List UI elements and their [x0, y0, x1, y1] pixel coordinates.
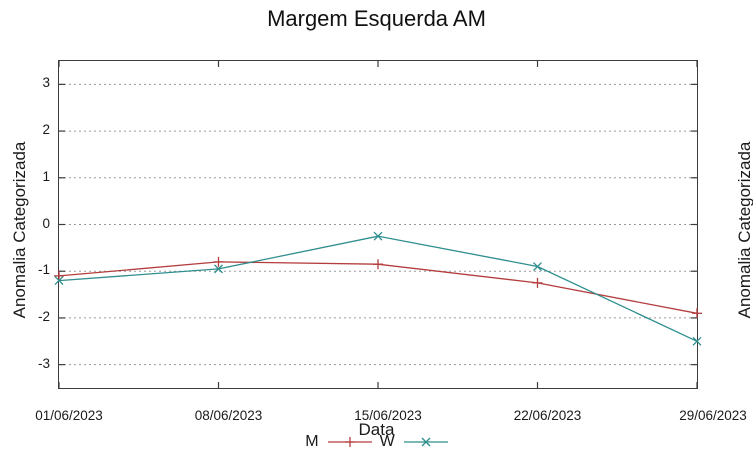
marker-plus — [532, 277, 543, 288]
y-tick-label: 3 — [42, 75, 50, 91]
x-tick-label: 29/06/2023 — [679, 408, 747, 423]
marker-plus — [692, 308, 702, 319]
marker-cross — [214, 264, 223, 274]
marker-cross — [54, 276, 64, 286]
y-tick-label: 0 — [42, 215, 50, 231]
marker-cross — [533, 262, 542, 272]
adjacent-plot-y-axis-label: Anomalia Categorizada — [735, 141, 753, 319]
marker-cross — [373, 231, 383, 241]
x-tick-label: 22/06/2023 — [513, 408, 582, 423]
plot-canvas — [54, 61, 702, 388]
x-tick-label: 08/06/2023 — [194, 408, 263, 423]
series-line-W — [58, 235, 698, 342]
marker-plus — [373, 259, 383, 270]
marker-plus — [54, 270, 64, 281]
plot-area — [54, 60, 702, 389]
x-tick-label: 01/06/2023 — [35, 408, 103, 423]
legend-sample — [327, 437, 372, 447]
x-axis-label: Data — [358, 420, 395, 439]
y-tick-label: 1 — [42, 168, 50, 184]
marker-plus — [213, 256, 224, 267]
y-tick-label: -2 — [37, 308, 50, 324]
series-line-M — [58, 261, 698, 314]
marker-cross — [692, 336, 702, 346]
y-tick-label: -1 — [37, 262, 50, 278]
legend-label: W — [379, 433, 395, 450]
y-tick-label: 2 — [42, 122, 50, 138]
legend-entry-W: W — [380, 434, 448, 450]
legend-label: M — [305, 433, 319, 450]
y-tick-label: -3 — [37, 355, 50, 371]
chart-title: Margem Esquerda AM — [267, 6, 486, 31]
x-tick-label: 15/06/2023 — [354, 408, 422, 423]
legend-sample — [403, 437, 448, 447]
legend-entry-M: M — [305, 433, 372, 450]
